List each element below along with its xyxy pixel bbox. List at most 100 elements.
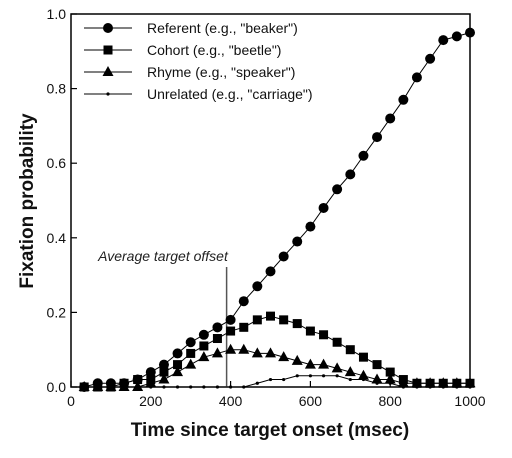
data-point — [278, 251, 289, 262]
data-point — [361, 377, 366, 382]
data-point — [428, 385, 432, 389]
series-line — [84, 375, 470, 388]
x-tick-label: 0 — [67, 393, 75, 409]
data-point — [279, 315, 289, 325]
data-point — [318, 358, 330, 369]
data-point — [331, 362, 343, 373]
y-axis-title: Fixation probability — [17, 113, 38, 289]
data-point — [441, 385, 445, 389]
data-point — [122, 385, 126, 389]
data-point — [185, 358, 197, 369]
data-point — [308, 374, 312, 378]
data-point — [175, 385, 180, 389]
data-point — [252, 281, 263, 292]
data-point — [411, 377, 423, 388]
x-tick-label: 200 — [139, 393, 163, 409]
y-tick-label: 0.0 — [47, 379, 67, 395]
data-point — [344, 366, 356, 377]
data-point — [211, 347, 223, 358]
legend-marker — [102, 66, 114, 76]
data-point — [424, 377, 436, 388]
legend-marker — [103, 23, 113, 33]
data-point — [397, 377, 409, 388]
data-point — [358, 150, 369, 161]
data-point — [282, 377, 286, 382]
data-point — [162, 385, 166, 389]
data-point — [295, 374, 299, 378]
data-point — [189, 385, 193, 389]
data-point — [251, 347, 263, 358]
data-point — [319, 330, 329, 340]
data-point — [268, 377, 273, 382]
data-point — [136, 385, 140, 389]
data-point — [304, 358, 316, 369]
data-point — [198, 351, 210, 362]
y-tick-label: 0.2 — [47, 304, 67, 320]
data-point — [145, 377, 157, 388]
data-point — [158, 359, 169, 370]
data-point — [411, 72, 422, 83]
data-point — [239, 322, 249, 332]
data-point — [242, 385, 246, 389]
data-point — [348, 377, 352, 382]
legend-label: Rhyme (e.g., "speaker") — [147, 64, 295, 80]
data-point — [225, 343, 237, 354]
data-point — [398, 94, 409, 105]
data-point — [305, 221, 316, 232]
data-point — [202, 385, 206, 389]
data-point — [225, 314, 236, 325]
data-point — [199, 341, 209, 351]
legend-label: Referent (e.g., "beaker") — [147, 20, 298, 36]
data-point — [82, 385, 86, 389]
data-point — [372, 132, 383, 143]
data-point — [415, 385, 419, 389]
x-tick-label: 800 — [379, 393, 403, 409]
data-point — [238, 343, 250, 354]
data-point — [345, 169, 356, 180]
data-point — [252, 315, 262, 325]
data-point — [149, 385, 153, 389]
data-point — [172, 366, 184, 377]
data-point — [133, 375, 143, 385]
data-point — [212, 322, 223, 333]
x-axis-title: Time since target onset (msec) — [131, 420, 409, 441]
average-target-offset-label: Average target offset — [97, 248, 229, 264]
data-point — [305, 326, 315, 336]
data-point — [185, 337, 196, 348]
series-triangle — [78, 343, 476, 391]
data-point — [332, 184, 343, 195]
data-point — [371, 373, 383, 384]
data-point — [451, 31, 462, 42]
data-point — [292, 319, 302, 329]
data-point — [265, 266, 276, 277]
data-point — [215, 385, 220, 389]
data-point — [468, 385, 472, 389]
data-point — [332, 337, 342, 347]
data-point — [335, 374, 339, 378]
data-point — [465, 27, 475, 38]
data-point — [384, 373, 396, 384]
data-point — [375, 381, 379, 385]
data-point — [226, 326, 236, 336]
data-point — [172, 348, 183, 359]
data-point — [372, 360, 382, 370]
data-point — [229, 385, 233, 389]
series-layer — [78, 27, 476, 392]
data-point — [401, 385, 405, 389]
legend-marker — [103, 45, 113, 55]
data-point — [291, 354, 303, 365]
axis-ticks: 0 200 400 600 800 1000 0.0 0.2 0.4 0.6 0.8 1.0 — [47, 6, 486, 409]
data-point — [278, 351, 290, 362]
data-point — [438, 35, 449, 46]
legend-label: Unrelated (e.g., "carriage") — [147, 86, 313, 102]
data-point — [292, 236, 303, 247]
y-tick-label: 1.0 — [47, 6, 67, 22]
data-point — [255, 381, 259, 385]
legend: Referent (e.g., "beaker") Cohort (e.g., "… — [84, 20, 313, 102]
data-point — [266, 311, 275, 321]
legend-label: Cohort (e.g., "beetle") — [147, 42, 281, 58]
series-dot — [82, 374, 472, 389]
data-point — [159, 367, 169, 377]
data-point — [173, 360, 183, 370]
